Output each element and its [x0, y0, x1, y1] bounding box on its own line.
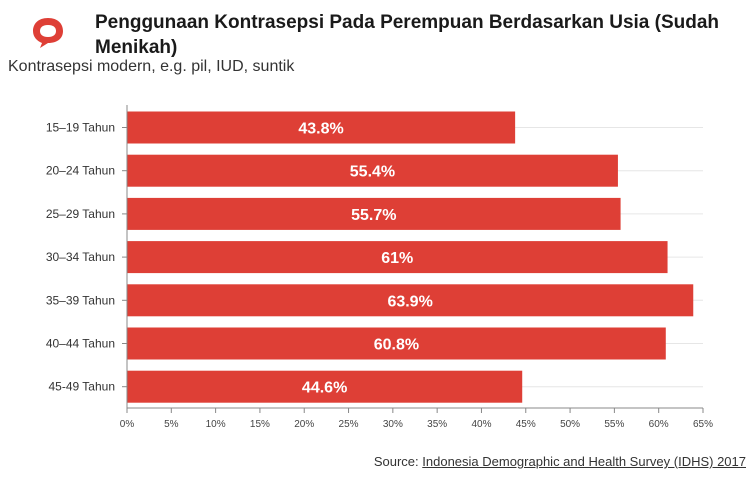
- category-label: 20–24 Tahun: [46, 164, 115, 178]
- x-tick-label: 25%: [339, 419, 359, 430]
- bar: [127, 241, 668, 274]
- category-label: 15–19 Tahun: [46, 121, 115, 135]
- category-label: 45-49 Tahun: [48, 380, 115, 394]
- speech-bubble-logo-icon: [33, 18, 63, 48]
- bar-value-label: 55.4%: [350, 164, 395, 181]
- x-tick-label: 10%: [206, 419, 226, 430]
- x-tick-label: 55%: [604, 419, 624, 430]
- x-tick-label: 45%: [516, 419, 536, 430]
- bar-value-label: 44.6%: [302, 380, 347, 397]
- bar-value-label: 43.8%: [298, 121, 343, 138]
- source-link[interactable]: Indonesia Demographic and Health Survey …: [422, 454, 746, 469]
- chart-title: Penggunaan Kontrasepsi Pada Perempuan Be…: [95, 12, 720, 58]
- x-tick-label: 65%: [693, 419, 713, 430]
- bar: [127, 370, 523, 403]
- bar: [127, 327, 666, 360]
- x-tick-label: 50%: [560, 419, 580, 430]
- x-tick-label: 40%: [471, 419, 491, 430]
- x-tick-label: 60%: [649, 419, 669, 430]
- category-label: 30–34 Tahun: [46, 250, 115, 264]
- x-tick-label: 35%: [427, 419, 447, 430]
- x-tick-label: 0%: [120, 419, 135, 430]
- category-label: 25–29 Tahun: [46, 207, 115, 221]
- bar-value-label: 63.9%: [387, 293, 432, 310]
- bar-value-label: 60.8%: [374, 337, 419, 354]
- x-tick-label: 30%: [383, 419, 403, 430]
- source-note: Source: Indonesia Demographic and Health…: [374, 454, 746, 469]
- bar: [127, 197, 621, 230]
- x-tick-label: 20%: [294, 419, 314, 430]
- x-tick-label: 15%: [250, 419, 270, 430]
- bar: [127, 154, 618, 187]
- bar-value-label: 61%: [381, 250, 413, 267]
- source-prefix: Source:: [373, 454, 423, 469]
- chart-subtitle: Kontrasepsi modern, e.g. pil, IUD, sunti…: [8, 58, 295, 75]
- x-tick-label: 5%: [164, 419, 179, 430]
- bar-value-label: 55.7%: [351, 207, 396, 224]
- category-label: 40–44 Tahun: [46, 337, 115, 351]
- bar: [127, 111, 516, 144]
- bar: [127, 284, 694, 317]
- category-label: 35–39 Tahun: [46, 293, 115, 307]
